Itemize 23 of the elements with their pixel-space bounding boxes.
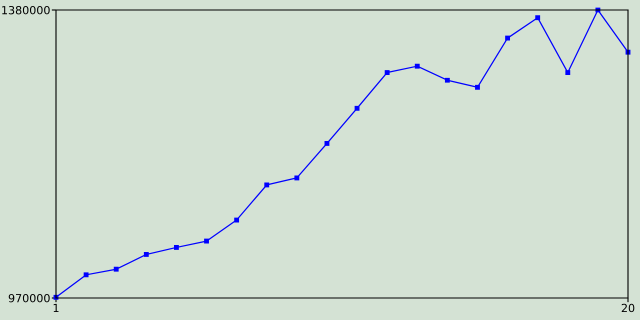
point [294,175,300,180]
point [114,266,119,272]
point [264,182,270,188]
point [324,141,330,146]
x-tick-label: 20 [622,304,634,312]
point [444,78,450,83]
y-tick-label: 970000 [8,294,50,302]
point [475,84,480,90]
point [204,238,209,244]
point [354,106,360,111]
point [595,8,600,12]
point [535,15,540,20]
point [174,244,179,250]
point [414,64,420,69]
x-tick-label: 1 [54,304,59,312]
point [505,36,510,41]
point [565,70,570,75]
point [144,252,149,257]
y-tick-label: 1380000 [2,6,50,14]
point [626,50,630,55]
point [234,218,240,222]
point [84,272,89,278]
point [384,70,390,75]
